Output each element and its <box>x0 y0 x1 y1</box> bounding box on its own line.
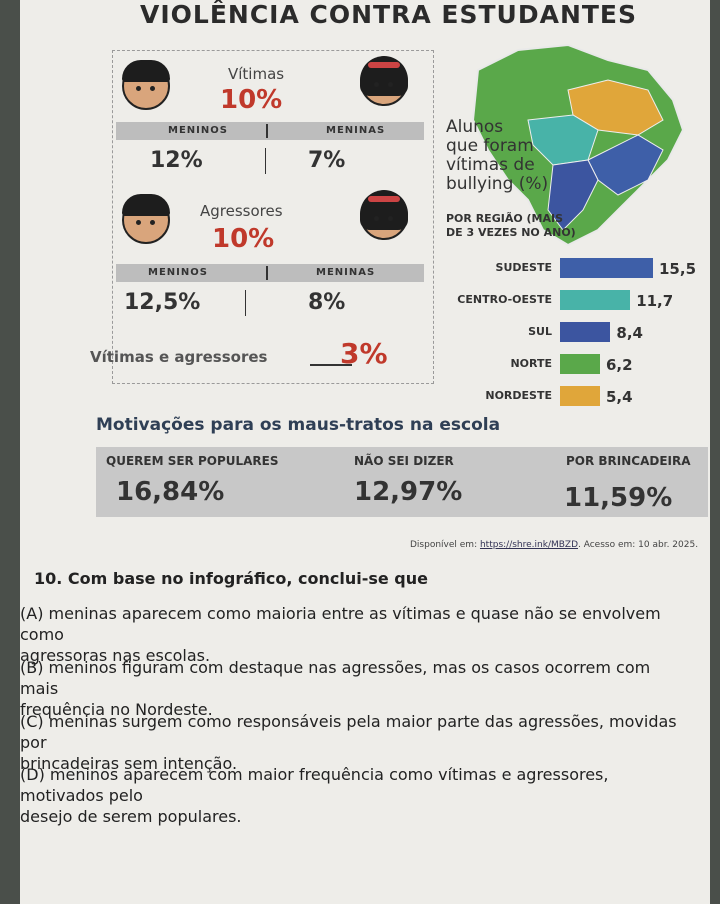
victims-total: 10% <box>220 85 283 115</box>
motivations-title: Motivações para os maus-tratos na escola <box>96 415 501 435</box>
aggressors-girls-pct: 8% <box>308 290 346 315</box>
aggressors-boys-pct: 12,5% <box>124 290 201 315</box>
region-label: SUL <box>528 325 552 338</box>
option-b[interactable]: (B) meninos figuram com destaque nas agr… <box>20 658 651 719</box>
boy-avatar <box>122 60 170 110</box>
region-value: 8,4 <box>616 324 643 342</box>
motivation-2-label: NÃO SEI DIZER <box>354 454 454 468</box>
victims-boys-label: MENINOS <box>168 125 228 136</box>
region-bar <box>560 322 611 342</box>
region-chart-subheading: POR REGIÃO (MAIS DE 3 VEZES NO ANO) <box>446 212 576 239</box>
region-chart-heading: Alunos que foram vítimas de bullying (%) <box>446 117 549 194</box>
motivations-bar: QUEREM SER POPULARES NÃO SEI DIZER POR B… <box>96 447 708 517</box>
aggressors-total: 10% <box>212 224 275 254</box>
region-bar <box>560 258 653 278</box>
victims-label: Vítimas <box>228 65 285 83</box>
region-label: NORDESTE <box>485 389 552 402</box>
region-bar <box>560 354 600 374</box>
victims-girls-label: MENINAS <box>326 125 386 136</box>
victims-gender-bar: MENINOS MENINAS <box>116 122 424 140</box>
region-label: SUDESTE <box>495 261 552 274</box>
region-label: NORTE <box>510 357 552 370</box>
region-value: 15,5 <box>659 260 697 278</box>
region-value: 6,2 <box>606 356 633 374</box>
girl-avatar <box>360 190 408 240</box>
motivation-3-label: POR BRINCADEIRA <box>566 454 691 468</box>
infographic-title: VIOLÊNCIA CONTRA ESTUDANTES <box>140 0 638 29</box>
motivation-3-value: 11,59% <box>564 483 673 513</box>
brazil-map-image <box>471 43 685 247</box>
motivation-2-value: 12,97% <box>354 477 463 507</box>
both-pct: 3% <box>340 337 388 370</box>
source-note: Disponível em: https://shre.ink/MBZD. Ac… <box>410 540 699 550</box>
victims-box <box>112 50 434 384</box>
boy-avatar <box>122 194 170 244</box>
region-bar <box>560 386 600 406</box>
motivation-1-value: 16,84% <box>116 477 225 507</box>
aggressors-girls-label: MENINAS <box>316 267 376 278</box>
page: VIOLÊNCIA CONTRA ESTUDANTES Vítimas 10% … <box>20 0 710 904</box>
region-value: 5,4 <box>606 388 633 406</box>
girl-avatar <box>360 56 408 106</box>
question-stem: 10. Com base no infográfico, conclui-se … <box>34 569 428 588</box>
region-label: CENTRO-OESTE <box>457 293 552 306</box>
region-bar <box>560 290 631 310</box>
motivation-1-label: QUEREM SER POPULARES <box>106 454 279 468</box>
aggressors-gender-bar: MENINOS MENINAS <box>116 264 424 282</box>
victims-boys-pct: 12% <box>150 148 203 173</box>
both-label: Vítimas e agressores <box>90 348 268 366</box>
aggressors-label: Agressores <box>200 202 283 220</box>
aggressors-boys-label: MENINOS <box>148 267 208 278</box>
region-value: 11,7 <box>636 292 674 310</box>
option-a[interactable]: (A) meninas aparecem como maioria entre … <box>20 604 661 665</box>
source-link[interactable]: https://shre.ink/MBZD <box>479 540 579 550</box>
option-d[interactable]: (D) meninos aparecem com maior frequênci… <box>20 765 609 826</box>
victims-girls-pct: 7% <box>308 148 346 173</box>
option-c[interactable]: (C) meninas surgem como responsáveis pel… <box>20 712 677 773</box>
